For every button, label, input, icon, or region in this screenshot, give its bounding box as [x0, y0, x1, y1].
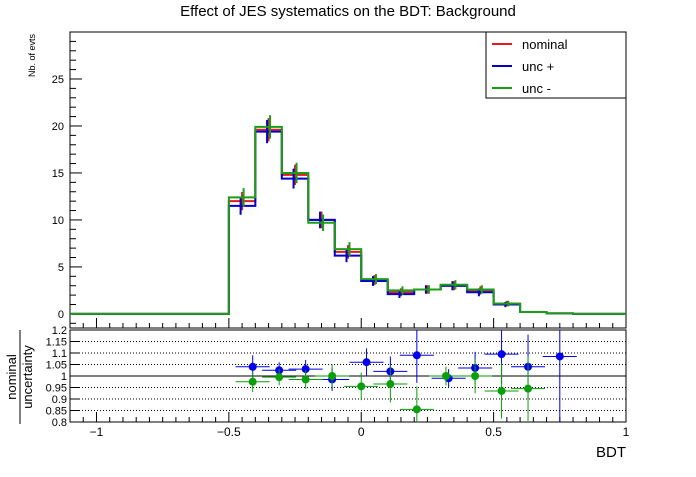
upper-panel: 0 5 10 15 20 25	[52, 31, 627, 329]
ratio-point-unc-	[555, 352, 564, 361]
histogram-unc-	[70, 125, 626, 315]
ratio-point-unc-	[412, 405, 421, 414]
ratio-point-unc-	[357, 382, 366, 391]
ratio-point-unc-	[362, 358, 371, 367]
x-axis-label: BDT	[596, 444, 626, 461]
ratio-point-unc-	[441, 372, 450, 380]
ratio-point-unc-	[497, 386, 506, 395]
ratio-point-unc-	[412, 351, 421, 360]
upper-y-tick-label: 20	[52, 121, 64, 133]
upper-y-tick-label: 25	[52, 74, 64, 86]
lower-x-tick-label: 0	[358, 425, 365, 439]
lower-y-tick-label: 0.8	[52, 417, 67, 429]
ratio-label-denominator: uncertainty	[20, 345, 35, 409]
lower-y-tick-label: 0.95	[46, 383, 67, 395]
legend-label-unc-minus: unc -	[522, 81, 551, 96]
ratio-point-unc-	[497, 350, 506, 359]
lower-x-tick-label: −0.5	[217, 425, 241, 439]
lower-x-tick-label: 0.5	[485, 425, 502, 439]
lower-x-tick-label: 1	[623, 425, 630, 439]
ratio-point-unc-	[248, 377, 257, 386]
upper-y-tick-label: 0	[58, 309, 64, 321]
upper-y-axis-label: Nb. of evts	[27, 34, 37, 78]
lower-x-tick-label: −1	[90, 425, 104, 439]
lower-y-tick-label: 1.05	[46, 360, 67, 372]
upper-y-tick-label: 15	[52, 168, 64, 180]
histogram-nominal	[70, 128, 626, 315]
lower-y-tick-label: 1.1	[52, 348, 67, 360]
histogram-unc-	[70, 130, 626, 315]
lower-y-axis-label: nominal uncertainty	[4, 330, 35, 424]
lower-y-tick-label: 0.9	[52, 394, 67, 406]
upper-histograms	[70, 115, 626, 315]
ratio-points	[235, 330, 577, 422]
ratio-point-unc-	[275, 373, 284, 382]
ratio-point-unc-	[248, 362, 257, 371]
ratio-point-unc-	[524, 384, 533, 393]
legend: nominal unc + unc -	[485, 31, 627, 99]
upper-ticks: 0 5 10 15 20 25	[52, 40, 627, 328]
ratio-label-numerator: nominal	[4, 354, 19, 400]
lower-y-tick-label: 1.2	[52, 325, 67, 337]
legend-label-nominal: nominal	[522, 37, 568, 52]
chart-title: Effect of JES systematics on the BDT: Ba…	[180, 3, 516, 20]
lower-y-tick-label: 1	[61, 371, 67, 383]
ratio-point-unc-	[301, 375, 310, 384]
ratio-point-unc-	[301, 365, 310, 374]
upper-y-tick-label: 5	[58, 262, 64, 274]
legend-label-unc-plus: unc +	[522, 59, 554, 74]
lower-y-tick-label: 1.15	[46, 337, 67, 349]
ratio-point-unc-	[328, 372, 337, 380]
lower-y-tick-label: 0.85	[46, 406, 67, 418]
upper-y-tick-label: 10	[52, 215, 64, 227]
ratio-point-unc-	[471, 372, 480, 380]
ratio-point-unc-	[386, 380, 395, 389]
